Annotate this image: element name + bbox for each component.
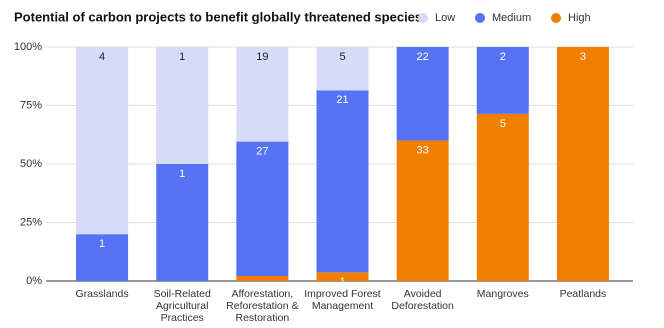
legend-swatch xyxy=(551,13,561,23)
legend-label: Low xyxy=(435,12,455,24)
y-tick-label: 100% xyxy=(14,41,42,53)
data-label: 5 xyxy=(500,118,506,130)
legend-swatch xyxy=(475,13,485,23)
data-label: 33 xyxy=(417,145,429,157)
y-tick-label: 50% xyxy=(20,158,42,170)
bar-segment xyxy=(316,272,369,281)
bar-segment xyxy=(156,47,209,164)
data-label: 1 xyxy=(179,168,185,180)
data-label: 3 xyxy=(580,51,586,63)
legend-swatch xyxy=(418,13,428,23)
data-label: 19 xyxy=(256,51,268,63)
x-tick-label: Avoided Deforestation xyxy=(391,288,454,312)
bar-segment xyxy=(316,47,369,91)
chart-title: Potential of carbon projects to benefit … xyxy=(14,9,422,24)
y-tick-label: 25% xyxy=(20,216,42,228)
data-label: 21 xyxy=(336,94,348,106)
legend-label: High xyxy=(568,12,591,24)
bar-segment xyxy=(76,234,129,281)
x-tick-label: Peatlands xyxy=(559,288,607,300)
bar-segment xyxy=(236,141,289,277)
data-label: 1 xyxy=(339,276,345,288)
bar-segment xyxy=(236,47,289,142)
x-tick-label: Grasslands xyxy=(75,288,129,300)
data-label: 1 xyxy=(99,238,105,250)
bar-segment xyxy=(476,47,529,114)
legend-label: Medium xyxy=(492,12,531,24)
data-label: 22 xyxy=(417,51,429,63)
bar-segment xyxy=(236,276,289,281)
bar-segment xyxy=(316,90,369,273)
data-label: 5 xyxy=(339,51,345,63)
y-tick-label: 75% xyxy=(20,99,42,111)
bar-segment xyxy=(556,47,609,281)
bar-segment xyxy=(396,47,449,141)
bar-segment xyxy=(156,164,209,281)
data-label: 4 xyxy=(99,51,105,63)
x-tick-label: Mangroves xyxy=(476,288,529,300)
data-label: 27 xyxy=(256,146,268,158)
y-tick-label: 0% xyxy=(26,275,42,287)
bar-segment xyxy=(396,140,449,281)
data-label: 1 xyxy=(259,280,265,292)
x-tick-label: Soil-Related Agricultural Practices xyxy=(153,288,211,324)
data-label: 2 xyxy=(500,51,506,63)
x-tick-label: Improved Forest Management xyxy=(304,288,381,312)
bar-segment xyxy=(476,113,529,281)
bar-segment xyxy=(76,47,129,235)
x-tick-label: Afforestation, Reforestation & Restorati… xyxy=(226,288,299,324)
data-label: 1 xyxy=(179,51,185,63)
